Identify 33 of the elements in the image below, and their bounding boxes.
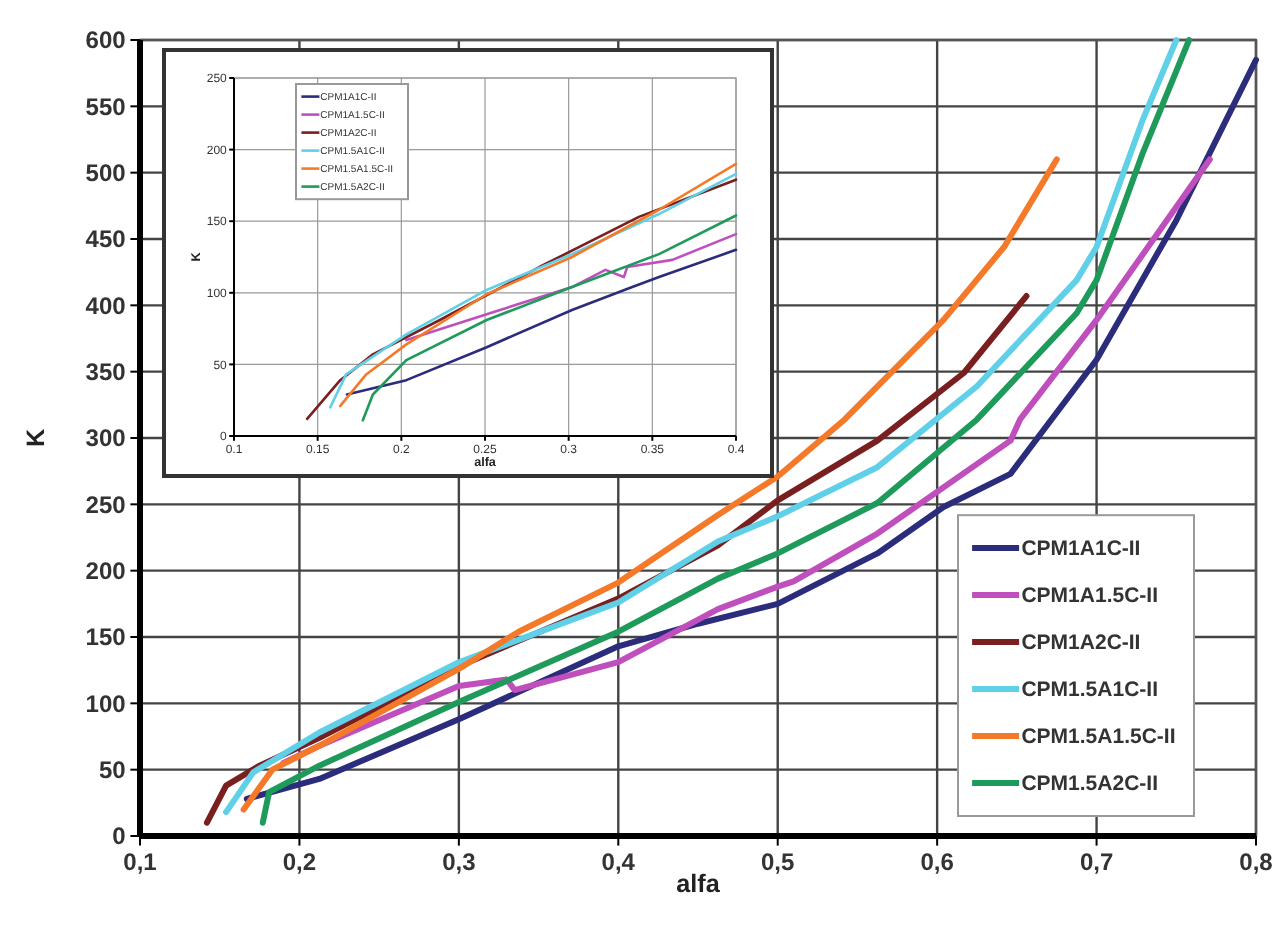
x-tick-label: 0,7 xyxy=(1079,847,1114,876)
line-series xyxy=(345,248,738,396)
y-tick-label: 450 xyxy=(85,225,127,254)
x-tick-label: 0,1 xyxy=(123,847,158,876)
line-series xyxy=(280,156,1213,767)
y-tick-label: 550 xyxy=(85,92,127,121)
y-axis-title: K xyxy=(22,428,50,448)
line-series xyxy=(361,214,738,422)
y-tick-label: 500 xyxy=(85,159,127,188)
legend-label: CPM1A2C-II xyxy=(1021,631,1141,656)
y-tick-label: 400 xyxy=(85,291,127,320)
legend-label: CPM1.5A2C-II xyxy=(1021,772,1159,797)
y-tick-label: 50 xyxy=(98,756,127,785)
line-series xyxy=(405,232,738,342)
x-tick-label: 0,4 xyxy=(601,847,636,876)
legend-label: CPM1.5A1C-II xyxy=(1021,678,1159,703)
legend-label: CPM1A1.5C-II xyxy=(1021,584,1159,609)
x-axis-title: alfa xyxy=(676,870,722,898)
y-tick-label: 150 xyxy=(85,623,127,652)
y-tick-label: 600 xyxy=(85,26,127,55)
x-tick-label: 0,6 xyxy=(920,847,955,876)
y-tick-label: 200 xyxy=(85,557,127,586)
x-tick-label: 0,5 xyxy=(761,847,796,876)
legend-label: CPM1.5A1.5C-II xyxy=(1021,725,1176,750)
x-tick-label: 0,2 xyxy=(282,847,317,876)
y-tick-label: 100 xyxy=(85,689,127,718)
x-tick-label: 0,8 xyxy=(1239,847,1274,876)
legend-label: CPM1A1C-II xyxy=(1021,537,1141,562)
y-tick-label: 0 xyxy=(112,822,127,851)
y-tick-label: 350 xyxy=(85,358,127,387)
y-tick-label: 300 xyxy=(85,424,127,453)
x-tick-label: 0,3 xyxy=(442,847,477,876)
y-tick-label: 250 xyxy=(85,490,127,519)
